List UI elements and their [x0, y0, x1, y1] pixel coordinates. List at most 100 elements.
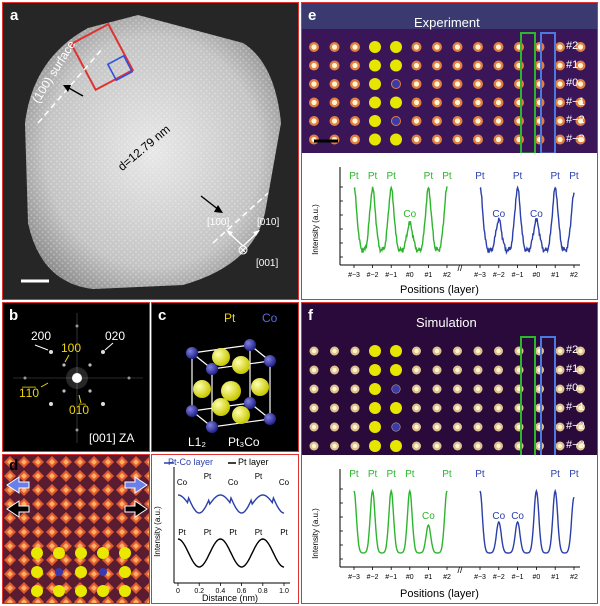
green-peak-label: Pt [386, 171, 396, 182]
atom-column-core [577, 62, 584, 69]
panel-f-plot: // Pt Pt Pt Pt Co Pt Pt Co Co Pt Pt #−3 #−2 #−1 #0 #1 #2 #… [339, 469, 580, 581]
layer-label: #−3 [566, 439, 585, 451]
panel-d-lower-label: Pt [204, 528, 212, 537]
model-pt-atom [390, 440, 402, 452]
model-pt-atom [390, 402, 402, 414]
atom-column-core [311, 99, 317, 106]
atom-column-core [414, 386, 419, 392]
atom-column-core [352, 386, 358, 392]
atom-column-core [434, 44, 440, 50]
atom-column-core [455, 386, 460, 392]
panel-d-xtick-label: 0.8 [258, 588, 268, 595]
layer-label: #2 [566, 344, 579, 356]
panel-b-label: b [9, 307, 19, 324]
blue-peak-label: Pt [569, 171, 579, 182]
blue-peak-label: Pt [550, 171, 560, 182]
atom-column-core [331, 62, 338, 69]
atom-column-core [496, 386, 501, 392]
atom-column-core [496, 367, 501, 373]
profile-xtick-label: #1 [425, 574, 433, 581]
atom-column-core [454, 81, 461, 87]
atom-column-core [454, 136, 461, 143]
panel-d-upper-label: Co [177, 478, 188, 487]
panel-d-lower-label: Pt [178, 528, 186, 537]
panel-c-label: c [158, 307, 167, 324]
panel-d-upper-label: Co [279, 478, 290, 487]
profile-xtick-label: #−1 [385, 272, 397, 279]
atom-column-core [332, 348, 337, 354]
panel-f-xlabel: Positions (layer) [400, 588, 479, 600]
blue-peak-label: Co [530, 209, 543, 220]
panel-b: b 200 020 100 1̅1̅0 01̅0 [001] ZA [2, 302, 150, 452]
zone-axis-label: [001] ZA [89, 431, 135, 445]
atom-column-core [332, 443, 337, 449]
atom-column-core [413, 136, 420, 143]
layer-label: #−1 [566, 401, 585, 413]
profile-xtick-label: #−1 [512, 272, 524, 279]
axis-100-label: [100] [207, 217, 230, 228]
blue-peak-label: Pt [550, 469, 560, 480]
atom-column-core [414, 443, 419, 449]
panel-d-upper-label: Co [228, 478, 239, 487]
atom-column-core [332, 424, 337, 430]
unit-cell-model [186, 339, 276, 433]
surface-box-blue [106, 54, 134, 82]
panel-e-xlabel: Positions (layer) [400, 284, 479, 296]
panel-f-label: f [308, 307, 313, 324]
atom-column-core [352, 405, 358, 411]
atom-column-core [454, 118, 461, 124]
atom-column-core [578, 405, 583, 411]
atom-column-core [557, 386, 563, 392]
profile-xtick-label: #2 [443, 574, 451, 581]
profile-xtick-label: #−2 [493, 574, 505, 581]
profile-xtick-label: #2 [570, 574, 578, 581]
atom-column-core [434, 99, 440, 106]
atom-column-core [413, 81, 420, 87]
nanoparticle-image [3, 3, 298, 299]
atom-column-core [475, 136, 481, 143]
profile-xtick-label: #−3 [348, 574, 360, 581]
green-peak-label: Pt [349, 171, 359, 182]
atom-column-core [352, 99, 358, 106]
atom-column-core [311, 118, 317, 124]
atom-column-core [455, 348, 460, 354]
atom-column-core [413, 44, 420, 50]
atom-column-core [496, 443, 501, 449]
atom-column-core [455, 367, 460, 373]
model-pt-atom [390, 364, 402, 376]
legend-ptco: Pt-Co layer [168, 457, 214, 467]
atom-column-core [495, 99, 502, 106]
vacuum-region [302, 3, 597, 29]
profile-xtick-label: #−2 [367, 574, 379, 581]
atom-column-core [311, 424, 317, 430]
blue-column-box [540, 336, 556, 455]
atom-column-core [455, 443, 460, 449]
atom-column-core [578, 367, 583, 373]
model-pt-atom [369, 440, 381, 452]
atom-column-core [311, 348, 317, 354]
model-pt-atom [369, 96, 381, 109]
atom-column-core [454, 99, 461, 106]
panel-f-title: Simulation [416, 315, 477, 330]
green-peak-label: Pt [368, 171, 378, 182]
atom-column-core [495, 62, 502, 69]
panel-d-upper-label: Pt [255, 472, 263, 481]
panel-e-image [302, 3, 597, 153]
atom-column-core [414, 424, 419, 430]
atom-column-core [577, 118, 584, 124]
atom-column-core [311, 62, 317, 69]
panel-f-image [302, 303, 597, 455]
profile-xtick-label: #−2 [493, 272, 505, 279]
panel-f-ylabel: Intensity (a.u.) [310, 508, 320, 559]
panel-d-xtick-label: 0.4 [216, 588, 226, 595]
atom-column-core [578, 348, 583, 354]
panel-d-xtick-label: 0 [176, 588, 180, 595]
atom-column-core [434, 443, 440, 449]
panel-d-ptco-curve [177, 494, 285, 514]
atom-column-core [496, 348, 501, 354]
layer-label: #1 [566, 363, 579, 375]
atom-column-core [577, 81, 584, 87]
atom-column-core [557, 62, 563, 69]
atom-column-core [475, 62, 481, 69]
atom-column-core [495, 44, 502, 50]
